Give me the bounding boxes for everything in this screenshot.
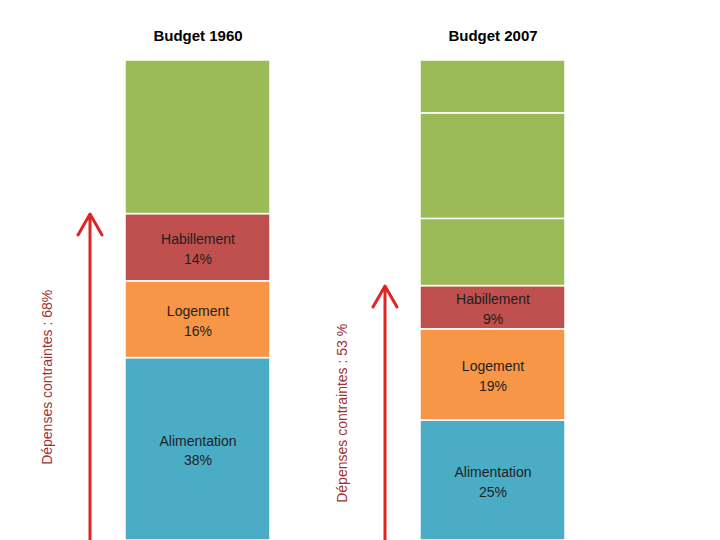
svg-text:Budget 2007: Budget 2007 — [448, 27, 537, 44]
svg-text:Budget 1960: Budget 1960 — [153, 27, 242, 44]
svg-text:Habillement9%: Habillement9% — [456, 291, 530, 327]
svg-text:Alimentation25%: Alimentation25% — [454, 464, 531, 500]
svg-text:Dépenses contraintes : 68%: Dépenses contraintes : 68% — [39, 290, 55, 465]
svg-text:Logement16%: Logement16% — [167, 303, 229, 339]
svg-text:Logement19%: Logement19% — [462, 358, 524, 394]
svg-text:Habillement14%: Habillement14% — [161, 231, 235, 267]
svg-text:Alimentation38%: Alimentation38% — [159, 433, 236, 469]
svg-text:Dépenses contraintes : 53 %: Dépenses contraintes : 53 % — [334, 324, 350, 503]
